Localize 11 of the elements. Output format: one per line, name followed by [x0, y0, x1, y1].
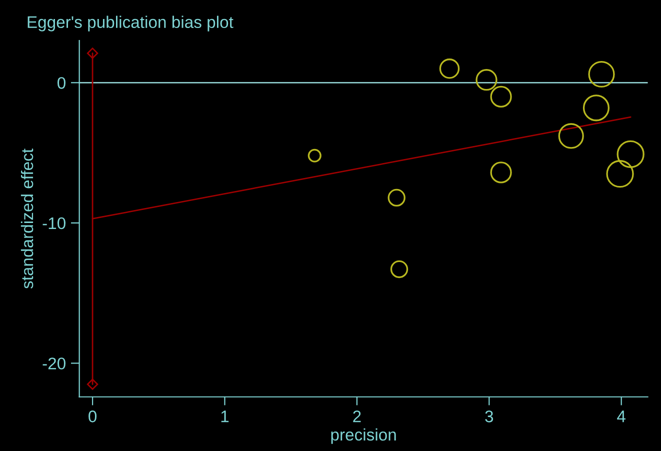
y-tick-label: -20 [42, 358, 66, 370]
x-axis-title: precision [331, 428, 396, 444]
x-tick-label: 2 [353, 410, 361, 422]
x-tick-label: 4 [617, 410, 626, 422]
y-tick-label: 0 [58, 77, 66, 89]
x-tick-label: 0 [88, 410, 97, 422]
x-tick-label: 3 [485, 410, 494, 422]
x-tick-label: 1 [221, 410, 229, 422]
y-tick-label: -10 [42, 217, 66, 230]
y-axis-title: standardized effect [20, 148, 34, 289]
chart-title: Egger's publication bias plot [28, 16, 234, 32]
